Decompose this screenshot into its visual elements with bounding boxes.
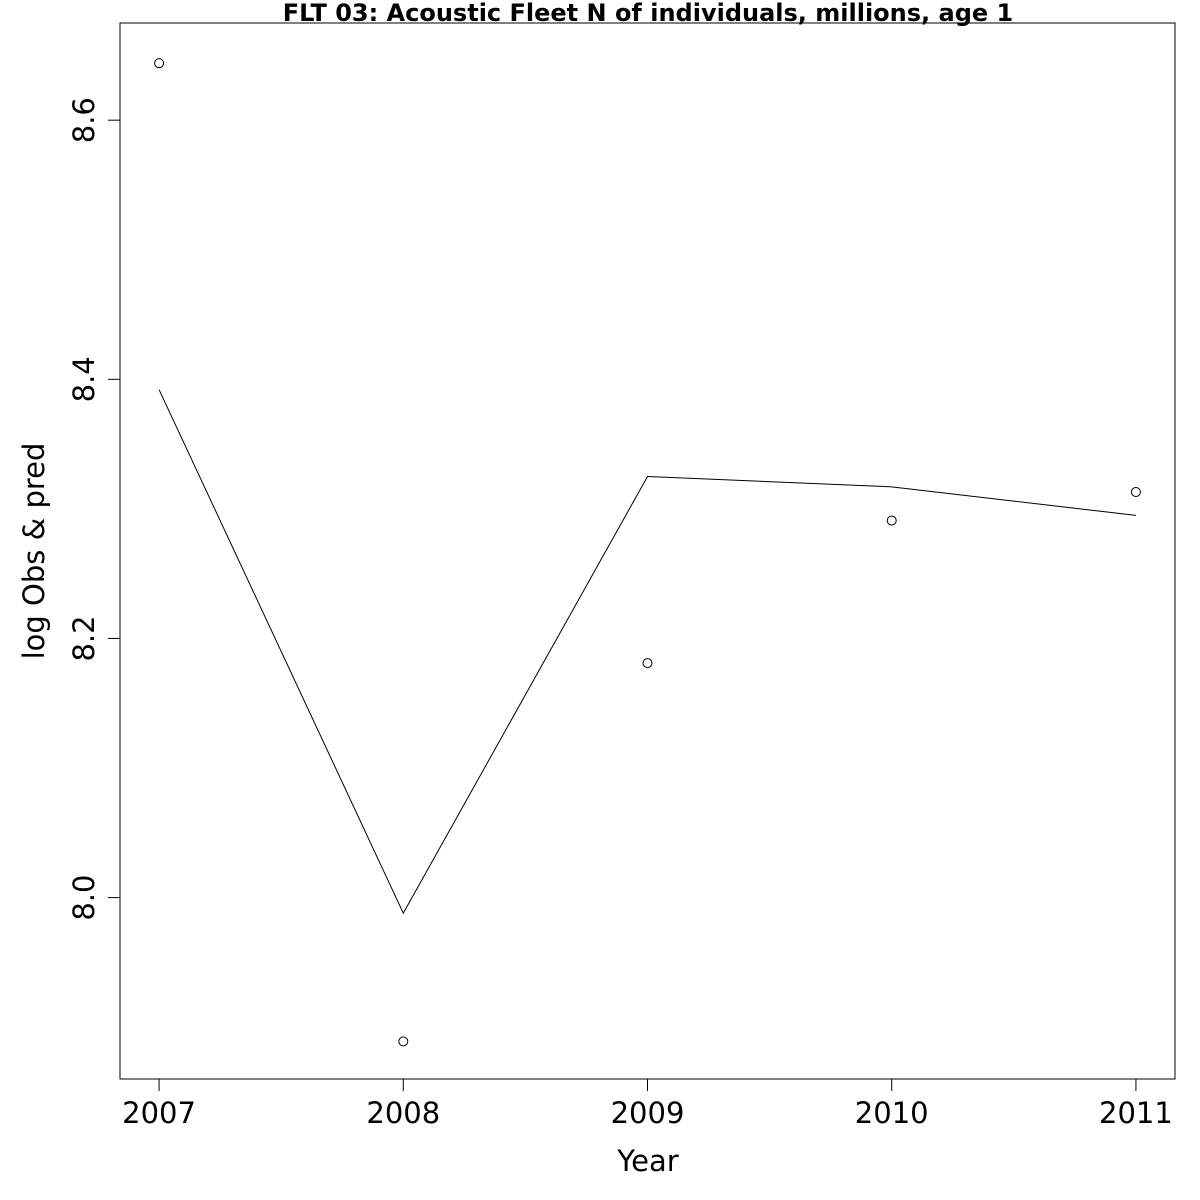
y-axis: 8.0 8.2 8.4 8.6 [67,97,121,921]
x-tick-label: 2009 [611,1096,685,1130]
x-tick-label: 2011 [1099,1096,1173,1130]
y-tick-label: 8.2 [67,615,101,661]
observed-point [154,58,165,69]
observed-series [154,58,1141,1047]
y-tick-label: 8.0 [67,875,101,921]
predicted-line [158,389,1136,915]
observed-point [1130,487,1141,498]
observed-point [886,515,897,526]
observed-point [642,658,653,669]
x-axis: 2007 2008 2009 2010 2011 [122,1078,1173,1130]
y-tick-label: 8.6 [67,97,101,143]
predicted-series [158,389,1136,915]
y-axis-label: log Obs & pred [17,443,51,660]
observed-point [398,1036,409,1047]
x-tick-label: 2008 [366,1096,440,1130]
y-tick-label: 8.4 [67,356,101,402]
plot-frame [119,22,1176,1080]
x-tick-label: 2010 [855,1096,929,1130]
x-axis-label: Year [616,1144,678,1178]
x-tick-label: 2007 [122,1096,196,1130]
